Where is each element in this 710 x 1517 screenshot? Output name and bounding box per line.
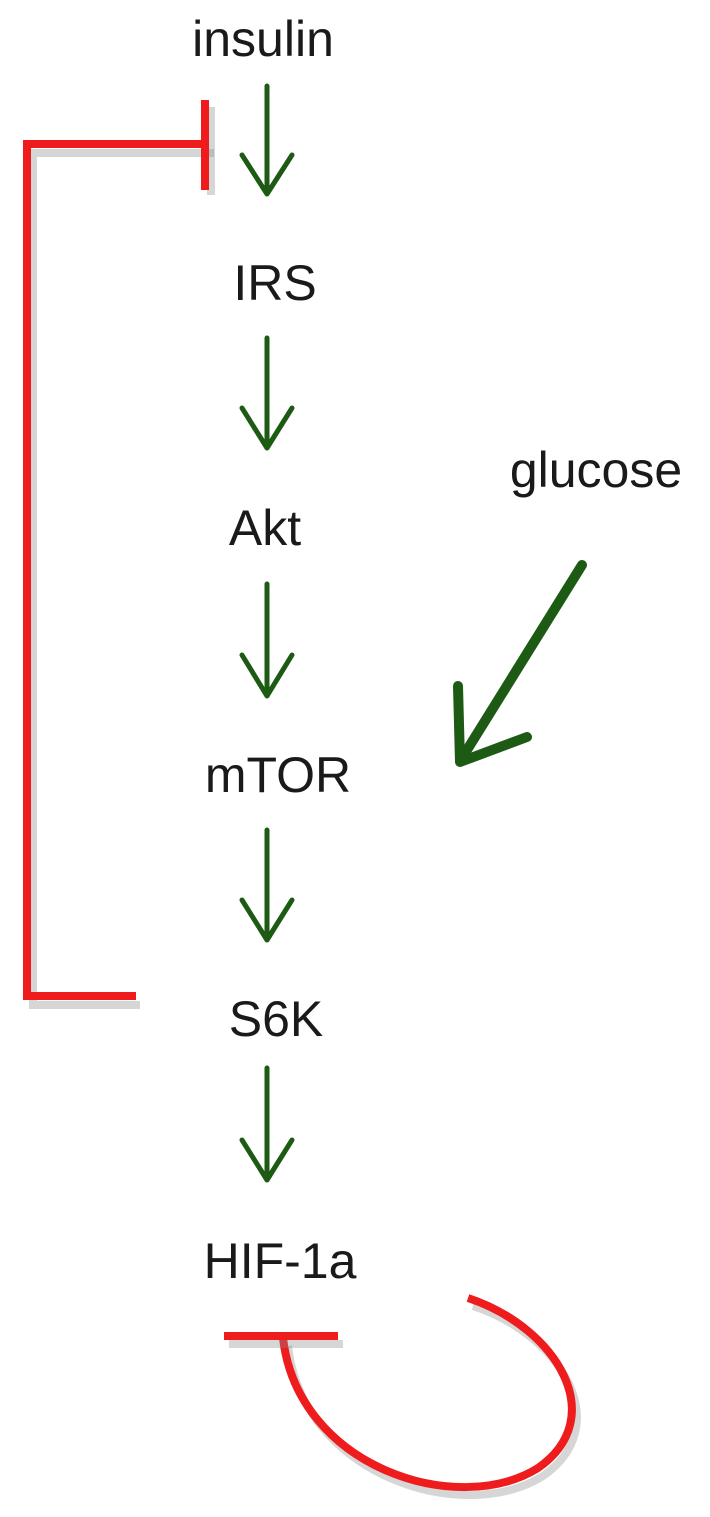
arrow-akt-to-mtor: [242, 584, 292, 696]
arrow-insulin-to-irs: [242, 86, 292, 194]
node-mtor: mTOR: [205, 747, 351, 803]
arrow-irs-to-akt: [242, 338, 292, 448]
inhibition-hif1a-self-loop: [224, 1298, 577, 1495]
node-glucose: glucose: [510, 442, 682, 498]
arrow-s6k-to-hif1a: [242, 1068, 292, 1180]
node-insulin: insulin: [192, 11, 334, 67]
node-akt: Akt: [229, 500, 301, 556]
inhibition-s6k-to-irs: [27, 100, 214, 1005]
arrow-mtor-to-s6k: [242, 830, 292, 940]
node-irs: IRS: [233, 255, 316, 311]
node-hif1a: HIF-1a: [204, 1233, 357, 1289]
node-s6k: S6K: [229, 991, 324, 1047]
arrow-glucose-to-mtor: [458, 565, 582, 762]
